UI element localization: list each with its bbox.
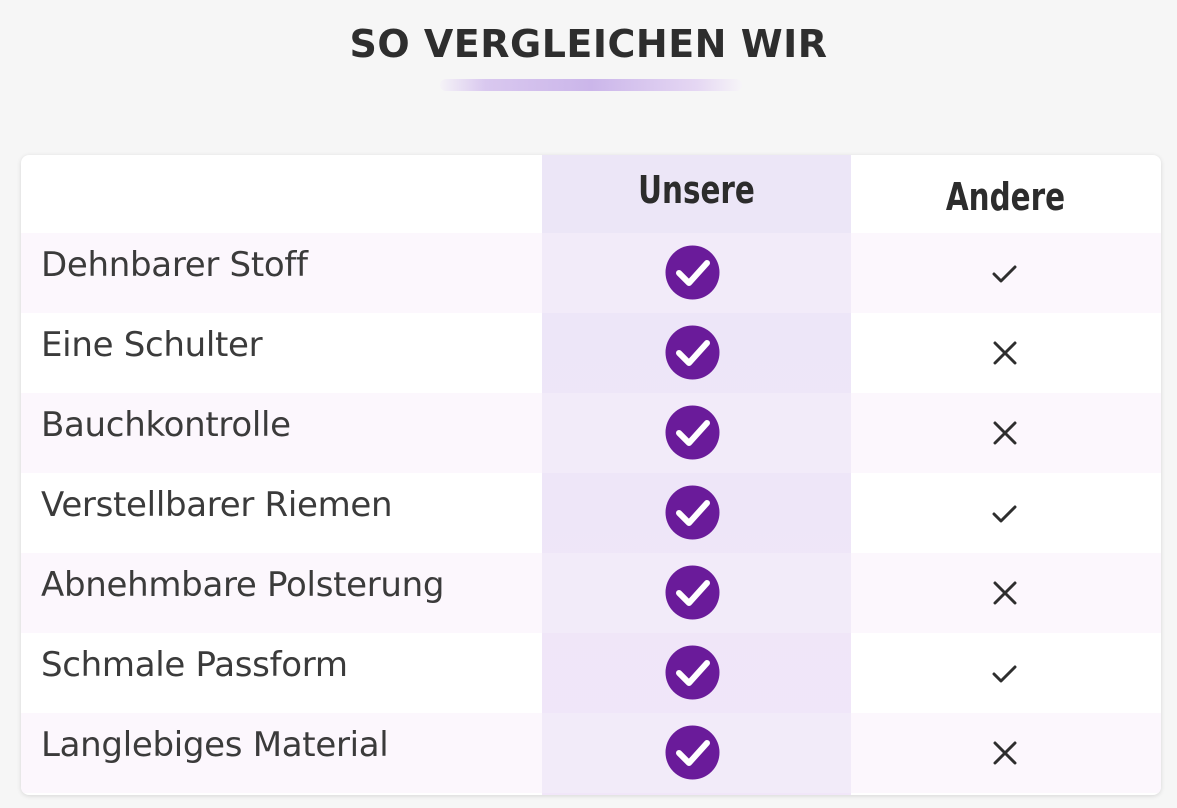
table-row: Abnehmbare Polsterung xyxy=(21,553,1161,633)
table-row: Schmale Passform xyxy=(21,633,1161,713)
feature-label: Bauchkontrolle xyxy=(41,405,291,445)
table-header: Unsere Andere xyxy=(21,155,1161,233)
table-row: Verstellbarer Riemen xyxy=(21,473,1161,553)
feature-label: Abnehmbare Polsterung xyxy=(41,565,445,605)
check-icon xyxy=(992,665,1017,683)
check-circle-icon xyxy=(665,565,720,620)
feature-label: Dehnbarer Stoff xyxy=(41,245,308,285)
cross-icon xyxy=(993,741,1017,765)
check-circle-icon xyxy=(665,325,720,380)
cross-icon xyxy=(993,341,1017,365)
feature-label: Schmale Passform xyxy=(41,645,348,685)
cross-icon xyxy=(993,581,1017,605)
table-row: Bauchkontrolle xyxy=(21,393,1161,473)
check-circle-icon xyxy=(665,405,720,460)
check-icon xyxy=(992,505,1017,523)
column-header-ours: Unsere xyxy=(638,168,755,212)
title-underline xyxy=(440,79,742,91)
check-circle-icon xyxy=(665,725,720,780)
column-header-others: Andere xyxy=(945,175,1066,219)
page-title: SO VERGLEICHEN WIR xyxy=(349,22,828,66)
feature-label: Eine Schulter xyxy=(41,325,263,365)
comparison-table: Unsere Andere Dehnbarer Stoff Eine Schult… xyxy=(21,155,1161,795)
check-circle-icon xyxy=(665,245,720,300)
check-icon xyxy=(992,265,1017,283)
table-row: Langlebiges Material xyxy=(21,713,1161,793)
check-circle-icon xyxy=(665,645,720,700)
feature-label: Verstellbarer Riemen xyxy=(41,485,393,525)
table-row: Eine Schulter xyxy=(21,313,1161,393)
cross-icon xyxy=(993,421,1017,445)
check-circle-icon xyxy=(665,485,720,540)
feature-label: Langlebiges Material xyxy=(41,725,389,765)
table-row: Dehnbarer Stoff xyxy=(21,233,1161,313)
